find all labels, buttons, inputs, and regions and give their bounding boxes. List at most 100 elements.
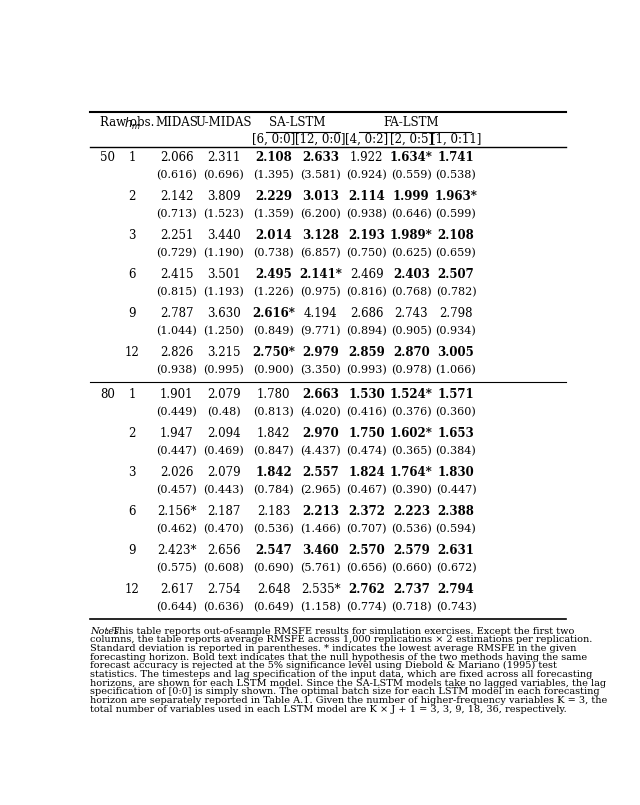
Text: (0.975): (0.975) (300, 287, 341, 297)
Text: (6.857): (6.857) (300, 248, 341, 258)
Text: [2, 0:5]: [2, 0:5] (390, 133, 433, 147)
Text: 2.108: 2.108 (438, 229, 474, 242)
Text: (0.729): (0.729) (156, 248, 197, 258)
Text: MIDAS: MIDAS (156, 116, 198, 129)
Text: (0.536): (0.536) (253, 524, 294, 535)
Text: 2.737: 2.737 (393, 583, 430, 597)
Text: (0.656): (0.656) (346, 564, 387, 574)
Text: U-MIDAS: U-MIDAS (196, 116, 252, 129)
Text: 1.602*: 1.602* (390, 427, 433, 440)
Text: (1.359): (1.359) (253, 208, 294, 219)
Text: FA-LSTM: FA-LSTM (383, 116, 439, 129)
Text: 9: 9 (129, 307, 136, 320)
Text: (0.365): (0.365) (391, 446, 432, 456)
Text: 2.187: 2.187 (207, 505, 241, 518)
Text: (5.761): (5.761) (300, 564, 341, 574)
Text: 2.026: 2.026 (160, 466, 193, 479)
Text: 1.842: 1.842 (257, 427, 290, 440)
Text: 2.094: 2.094 (207, 427, 241, 440)
Text: (0.538): (0.538) (436, 170, 476, 180)
Text: (0.690): (0.690) (253, 564, 294, 574)
Text: 2.403: 2.403 (393, 268, 430, 281)
Text: (0.738): (0.738) (253, 248, 294, 258)
Text: (0.750): (0.750) (346, 248, 387, 258)
Text: 80: 80 (100, 388, 115, 401)
Text: 1.653: 1.653 (438, 427, 474, 440)
Text: 2.535*: 2.535* (301, 583, 340, 597)
Text: 12: 12 (125, 346, 140, 359)
Text: 2.415: 2.415 (160, 268, 193, 281)
Text: 1.634*: 1.634* (390, 151, 433, 163)
Text: (0.443): (0.443) (204, 485, 244, 496)
Text: (0.782): (0.782) (436, 287, 476, 297)
Text: (0.672): (0.672) (436, 564, 476, 574)
Text: $h_m$: $h_m$ (124, 116, 141, 132)
Text: (0.900): (0.900) (253, 365, 294, 375)
Text: horizon are separately reported in Table A.1. Given the number of higher-frequen: horizon are separately reported in Table… (90, 696, 607, 705)
Text: (0.768): (0.768) (391, 287, 431, 297)
Text: 1.741: 1.741 (438, 151, 474, 163)
Text: statistics. The timesteps and lag specification of the input data, which are fix: statistics. The timesteps and lag specif… (90, 670, 592, 679)
Text: 2.663: 2.663 (302, 388, 339, 401)
Text: (0.696): (0.696) (204, 170, 244, 180)
Text: 1.947: 1.947 (160, 427, 193, 440)
Text: (1.226): (1.226) (253, 287, 294, 297)
Text: 2.193: 2.193 (348, 229, 385, 242)
Text: (0.470): (0.470) (204, 524, 244, 535)
Text: 2.156*: 2.156* (157, 505, 196, 518)
Text: 1.524*: 1.524* (390, 388, 433, 401)
Text: 2.372: 2.372 (348, 505, 385, 518)
Text: 1.530: 1.530 (348, 388, 385, 401)
Text: Raw obs.: Raw obs. (100, 116, 154, 129)
Text: (0.469): (0.469) (204, 446, 244, 456)
Text: 2.507: 2.507 (438, 268, 474, 281)
Text: (0.849): (0.849) (253, 326, 294, 336)
Text: (0.659): (0.659) (436, 248, 476, 258)
Text: (0.646): (0.646) (391, 208, 432, 219)
Text: 6: 6 (129, 505, 136, 518)
Text: 2.633: 2.633 (302, 151, 339, 163)
Text: 2.656: 2.656 (207, 544, 241, 557)
Text: 2.311: 2.311 (207, 151, 241, 163)
Text: 1.999: 1.999 (393, 190, 429, 203)
Text: [1, 0:11]: [1, 0:11] (431, 133, 481, 147)
Text: 2.617: 2.617 (160, 583, 193, 597)
Text: 2.826: 2.826 (160, 346, 193, 359)
Text: (0.743): (0.743) (436, 602, 476, 613)
Text: (0.938): (0.938) (156, 365, 197, 375)
Text: SA-LSTM: SA-LSTM (269, 116, 325, 129)
Text: 2.579: 2.579 (393, 544, 429, 557)
Text: 2.229: 2.229 (255, 190, 292, 203)
Text: 2: 2 (129, 190, 136, 203)
Text: 2.251: 2.251 (160, 229, 193, 242)
Text: (0.707): (0.707) (346, 524, 387, 535)
Text: 2.631: 2.631 (438, 544, 474, 557)
Text: 1.922: 1.922 (350, 151, 383, 163)
Text: (0.995): (0.995) (204, 365, 244, 375)
Text: 3.630: 3.630 (207, 307, 241, 320)
Text: horizons, are shown for each LSTM model. Since the SA-LSTM models take no lagged: horizons, are shown for each LSTM model.… (90, 679, 606, 687)
Text: (1.395): (1.395) (253, 170, 294, 180)
Text: 2.213: 2.213 (302, 505, 339, 518)
Text: 2.388: 2.388 (438, 505, 474, 518)
Text: 3.501: 3.501 (207, 268, 241, 281)
Text: 2.754: 2.754 (207, 583, 241, 597)
Text: 2.423*: 2.423* (157, 544, 196, 557)
Text: 3.005: 3.005 (438, 346, 474, 359)
Text: 2.223: 2.223 (393, 505, 430, 518)
Text: (0.774): (0.774) (346, 602, 387, 613)
Text: 3: 3 (129, 229, 136, 242)
Text: 2.066: 2.066 (160, 151, 193, 163)
Text: 2.108: 2.108 (255, 151, 292, 163)
Text: (0.816): (0.816) (346, 287, 387, 297)
Text: 1.571: 1.571 (438, 388, 474, 401)
Text: (0.474): (0.474) (346, 446, 387, 456)
Text: 2.798: 2.798 (439, 307, 473, 320)
Text: 2.686: 2.686 (350, 307, 383, 320)
Text: (0.447): (0.447) (436, 485, 476, 496)
Text: (0.608): (0.608) (204, 564, 244, 574)
Text: (4.437): (4.437) (300, 446, 341, 456)
Text: 4.194: 4.194 (304, 307, 337, 320)
Text: (0.376): (0.376) (391, 407, 431, 418)
Text: (0.384): (0.384) (436, 446, 476, 456)
